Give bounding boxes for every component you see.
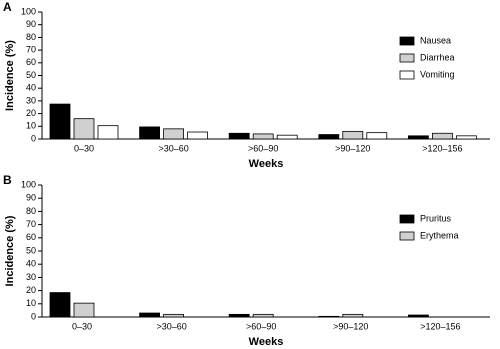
- bar: [228, 313, 250, 318]
- y-axis-label: Incidence (%): [4, 215, 16, 286]
- legend-swatch: [399, 214, 415, 224]
- bar: [228, 132, 250, 140]
- y-tick-label: 0: [31, 311, 36, 321]
- legend-label: Pruritus: [420, 213, 452, 223]
- y-tick-label: 40: [26, 259, 36, 269]
- legend-swatch: [399, 36, 415, 46]
- y-tick-label: 70: [26, 219, 36, 229]
- y-tick-label: 90: [26, 19, 36, 29]
- x-axis-label: Weeks: [249, 336, 284, 348]
- legend-swatch: [399, 70, 415, 80]
- bar: [97, 125, 119, 140]
- bar: [342, 130, 364, 140]
- bar: [187, 131, 209, 140]
- bar: [318, 315, 340, 318]
- legend-label: Vomiting: [420, 69, 455, 79]
- bar: [318, 134, 340, 140]
- x-axis-label: Weeks: [249, 158, 284, 170]
- bar: [455, 135, 477, 140]
- y-tick-label: 10: [26, 121, 36, 131]
- y-tick-label: 100: [21, 179, 36, 189]
- legend-label: Nausea: [420, 35, 451, 45]
- x-tick-label: >90–120: [335, 143, 370, 153]
- legend-swatch: [399, 53, 415, 63]
- bar: [252, 313, 274, 318]
- y-tick-label: 60: [26, 57, 36, 67]
- y-tick-label: 30: [26, 272, 36, 282]
- y-tick-label: 90: [26, 193, 36, 203]
- bar: [73, 302, 95, 318]
- x-tick-label: >60–90: [248, 143, 278, 153]
- y-tick-label: 60: [26, 232, 36, 242]
- y-tick-label: 30: [26, 95, 36, 105]
- panel-label: A: [3, 0, 12, 14]
- x-tick-label: >30–60: [156, 321, 186, 331]
- bar: [431, 132, 453, 140]
- x-tick-label: >120–156: [420, 321, 460, 331]
- y-tick-label: 20: [26, 285, 36, 295]
- bar: [49, 292, 71, 318]
- bar: [342, 313, 364, 318]
- y-tick-label: 0: [31, 133, 36, 143]
- bar: [407, 135, 429, 140]
- x-tick-label: >90–120: [333, 321, 368, 331]
- bar: [366, 132, 388, 140]
- y-tick-label: 80: [26, 206, 36, 216]
- y-tick-label: 50: [26, 245, 36, 255]
- bar: [163, 128, 185, 140]
- bar: [139, 126, 161, 140]
- x-tick-label: 0–30: [74, 143, 94, 153]
- bar: [252, 133, 274, 140]
- y-tick-label: 70: [26, 44, 36, 54]
- y-tick-label: 100: [21, 6, 36, 16]
- y-tick-label: 20: [26, 108, 36, 118]
- legend-label: Erythema: [420, 230, 459, 240]
- x-tick-label: >120–156: [422, 143, 462, 153]
- x-tick-label: >60–90: [246, 321, 276, 331]
- y-tick-label: 50: [26, 70, 36, 80]
- legend-label: Diarrhea: [420, 52, 455, 62]
- bar: [407, 314, 429, 318]
- bar: [276, 134, 298, 140]
- y-axis-label: Incidence (%): [4, 40, 16, 111]
- y-tick-label: 40: [26, 83, 36, 93]
- x-tick-label: 0–30: [72, 321, 92, 331]
- bar: [139, 312, 161, 318]
- bar: [49, 103, 71, 140]
- panel-label: B: [3, 173, 12, 187]
- legend-swatch: [399, 231, 415, 241]
- bar: [73, 118, 95, 140]
- x-tick-label: >30–60: [158, 143, 188, 153]
- y-tick-label: 10: [26, 298, 36, 308]
- bar: [163, 313, 185, 318]
- y-tick-label: 80: [26, 32, 36, 42]
